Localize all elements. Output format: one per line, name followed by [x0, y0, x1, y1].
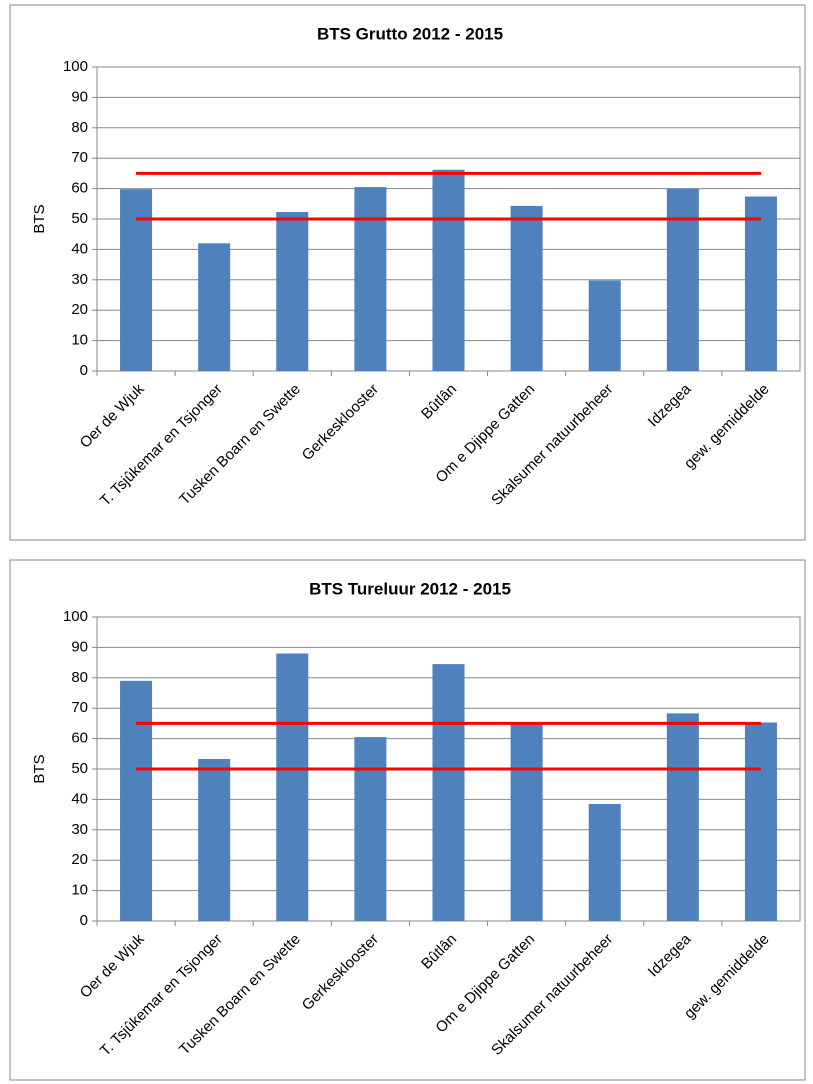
y-tick-label: 10	[71, 332, 88, 349]
y-tick-label: 100	[63, 608, 88, 625]
bar	[432, 169, 465, 371]
y-tick-label: 10	[71, 882, 88, 899]
y-tick-label: 20	[71, 851, 88, 868]
chart-title: BTS Tureluur 2012 - 2015	[309, 579, 511, 598]
bar	[120, 189, 153, 371]
y-tick-label: 30	[71, 271, 88, 288]
y-tick-label: 90	[71, 638, 88, 655]
bar	[588, 803, 621, 921]
bar	[744, 196, 777, 371]
y-tick-label: 60	[71, 180, 88, 197]
y-tick-label: 80	[71, 119, 88, 136]
chart-title: BTS Grutto 2012 - 2015	[317, 24, 503, 43]
bar	[354, 737, 387, 921]
bar	[198, 243, 231, 371]
bar	[666, 713, 699, 921]
bar	[588, 280, 621, 371]
y-tick-label: 50	[71, 210, 88, 227]
y-tick-label: 100	[63, 58, 88, 75]
bar	[354, 187, 387, 371]
bar	[510, 205, 543, 371]
y-tick-label: 90	[71, 88, 88, 105]
y-tick-label: 40	[71, 790, 88, 807]
y-tick-label: 60	[71, 730, 88, 747]
y-tick-label: 30	[71, 821, 88, 838]
y-axis-label: BTS	[31, 754, 48, 783]
bar	[276, 653, 309, 921]
bar	[276, 212, 309, 371]
bar	[510, 723, 543, 921]
y-tick-label: 20	[71, 301, 88, 318]
y-tick-label: 70	[71, 149, 88, 166]
y-tick-label: 70	[71, 699, 88, 716]
y-tick-label: 50	[71, 760, 88, 777]
bar	[432, 664, 465, 921]
y-tick-label: 0	[80, 362, 88, 379]
bar	[198, 758, 231, 921]
y-tick-label: 80	[71, 669, 88, 686]
y-tick-label: 40	[71, 240, 88, 257]
bar	[666, 188, 699, 371]
bar	[120, 680, 153, 921]
bar	[744, 722, 777, 921]
y-axis-label: BTS	[31, 204, 48, 233]
y-tick-label: 0	[80, 912, 88, 929]
